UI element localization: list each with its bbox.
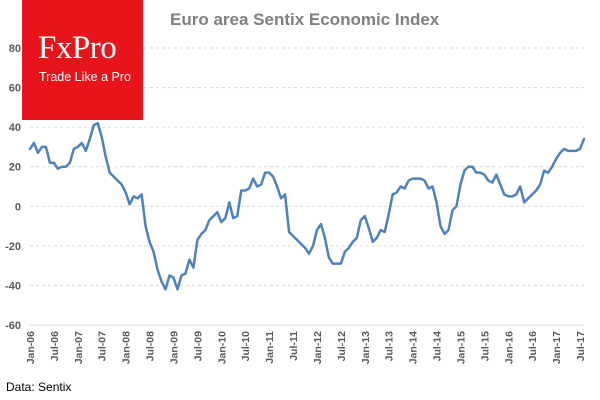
x-tick-label: Jul-06 [49, 331, 61, 362]
y-tick-label: 0 [15, 201, 21, 213]
x-tick-label: Jan-09 [168, 331, 180, 364]
y-tick-label: 60 [9, 83, 21, 95]
y-tick-label: -20 [5, 241, 21, 253]
x-tick-label: Jul-08 [145, 331, 157, 362]
y-tick-label: -40 [5, 280, 21, 292]
x-tick-label: Jan-07 [73, 331, 85, 364]
logo-tagline: Trade Like a Pro [39, 70, 131, 84]
x-tick-label: Jul-17 [575, 331, 587, 362]
x-tick-label: Jul-14 [432, 331, 444, 362]
x-tick-label: Jan-11 [264, 331, 276, 364]
x-tick-label: Jan-10 [216, 331, 228, 364]
x-tick-label: Jul-10 [240, 331, 252, 362]
y-tick-label: -60 [5, 320, 21, 332]
fxpro-logo: FxPro Trade Like a Pro [22, 0, 143, 120]
chart-title: Euro area Sentix Economic Index [170, 10, 440, 29]
x-tick-label: Jul-12 [336, 331, 348, 362]
x-tick-label: Jan-15 [455, 331, 467, 364]
sentix-index-line [28, 121, 586, 291]
x-tick-label: Jul-15 [479, 331, 491, 362]
x-tick-label: Jan-14 [408, 331, 420, 364]
x-tick-label: Jul-11 [288, 331, 300, 361]
x-tick-label: Jan-17 [551, 331, 563, 364]
x-tick-label: Jul-07 [97, 331, 109, 362]
x-tick-label: Jan-13 [360, 331, 372, 364]
x-tick-label: Jul-13 [384, 331, 396, 362]
y-axis-tick-labels: -60 -40 -20 0 20 40 60 80 [5, 43, 21, 332]
source-note: Data: Sentix [6, 380, 72, 394]
x-tick-label: Jan-12 [312, 331, 324, 364]
x-tick-label: Jul-16 [527, 331, 539, 362]
logo-brand-name: FxPro [38, 30, 117, 66]
x-tick-label: Jan-16 [503, 331, 515, 364]
x-axis-tick-labels: Jan-06 Jul-06 Jan-07 Jul-07 Jan-08 Jul-08 Jan-… [25, 331, 587, 364]
x-tick-label: Jul-09 [192, 331, 204, 362]
x-tick-label: Jan-06 [25, 331, 37, 364]
y-tick-label: 20 [9, 162, 21, 174]
y-tick-label: 40 [9, 122, 21, 134]
y-tick-label: 80 [9, 43, 21, 55]
x-tick-label: Jan-08 [121, 331, 133, 364]
